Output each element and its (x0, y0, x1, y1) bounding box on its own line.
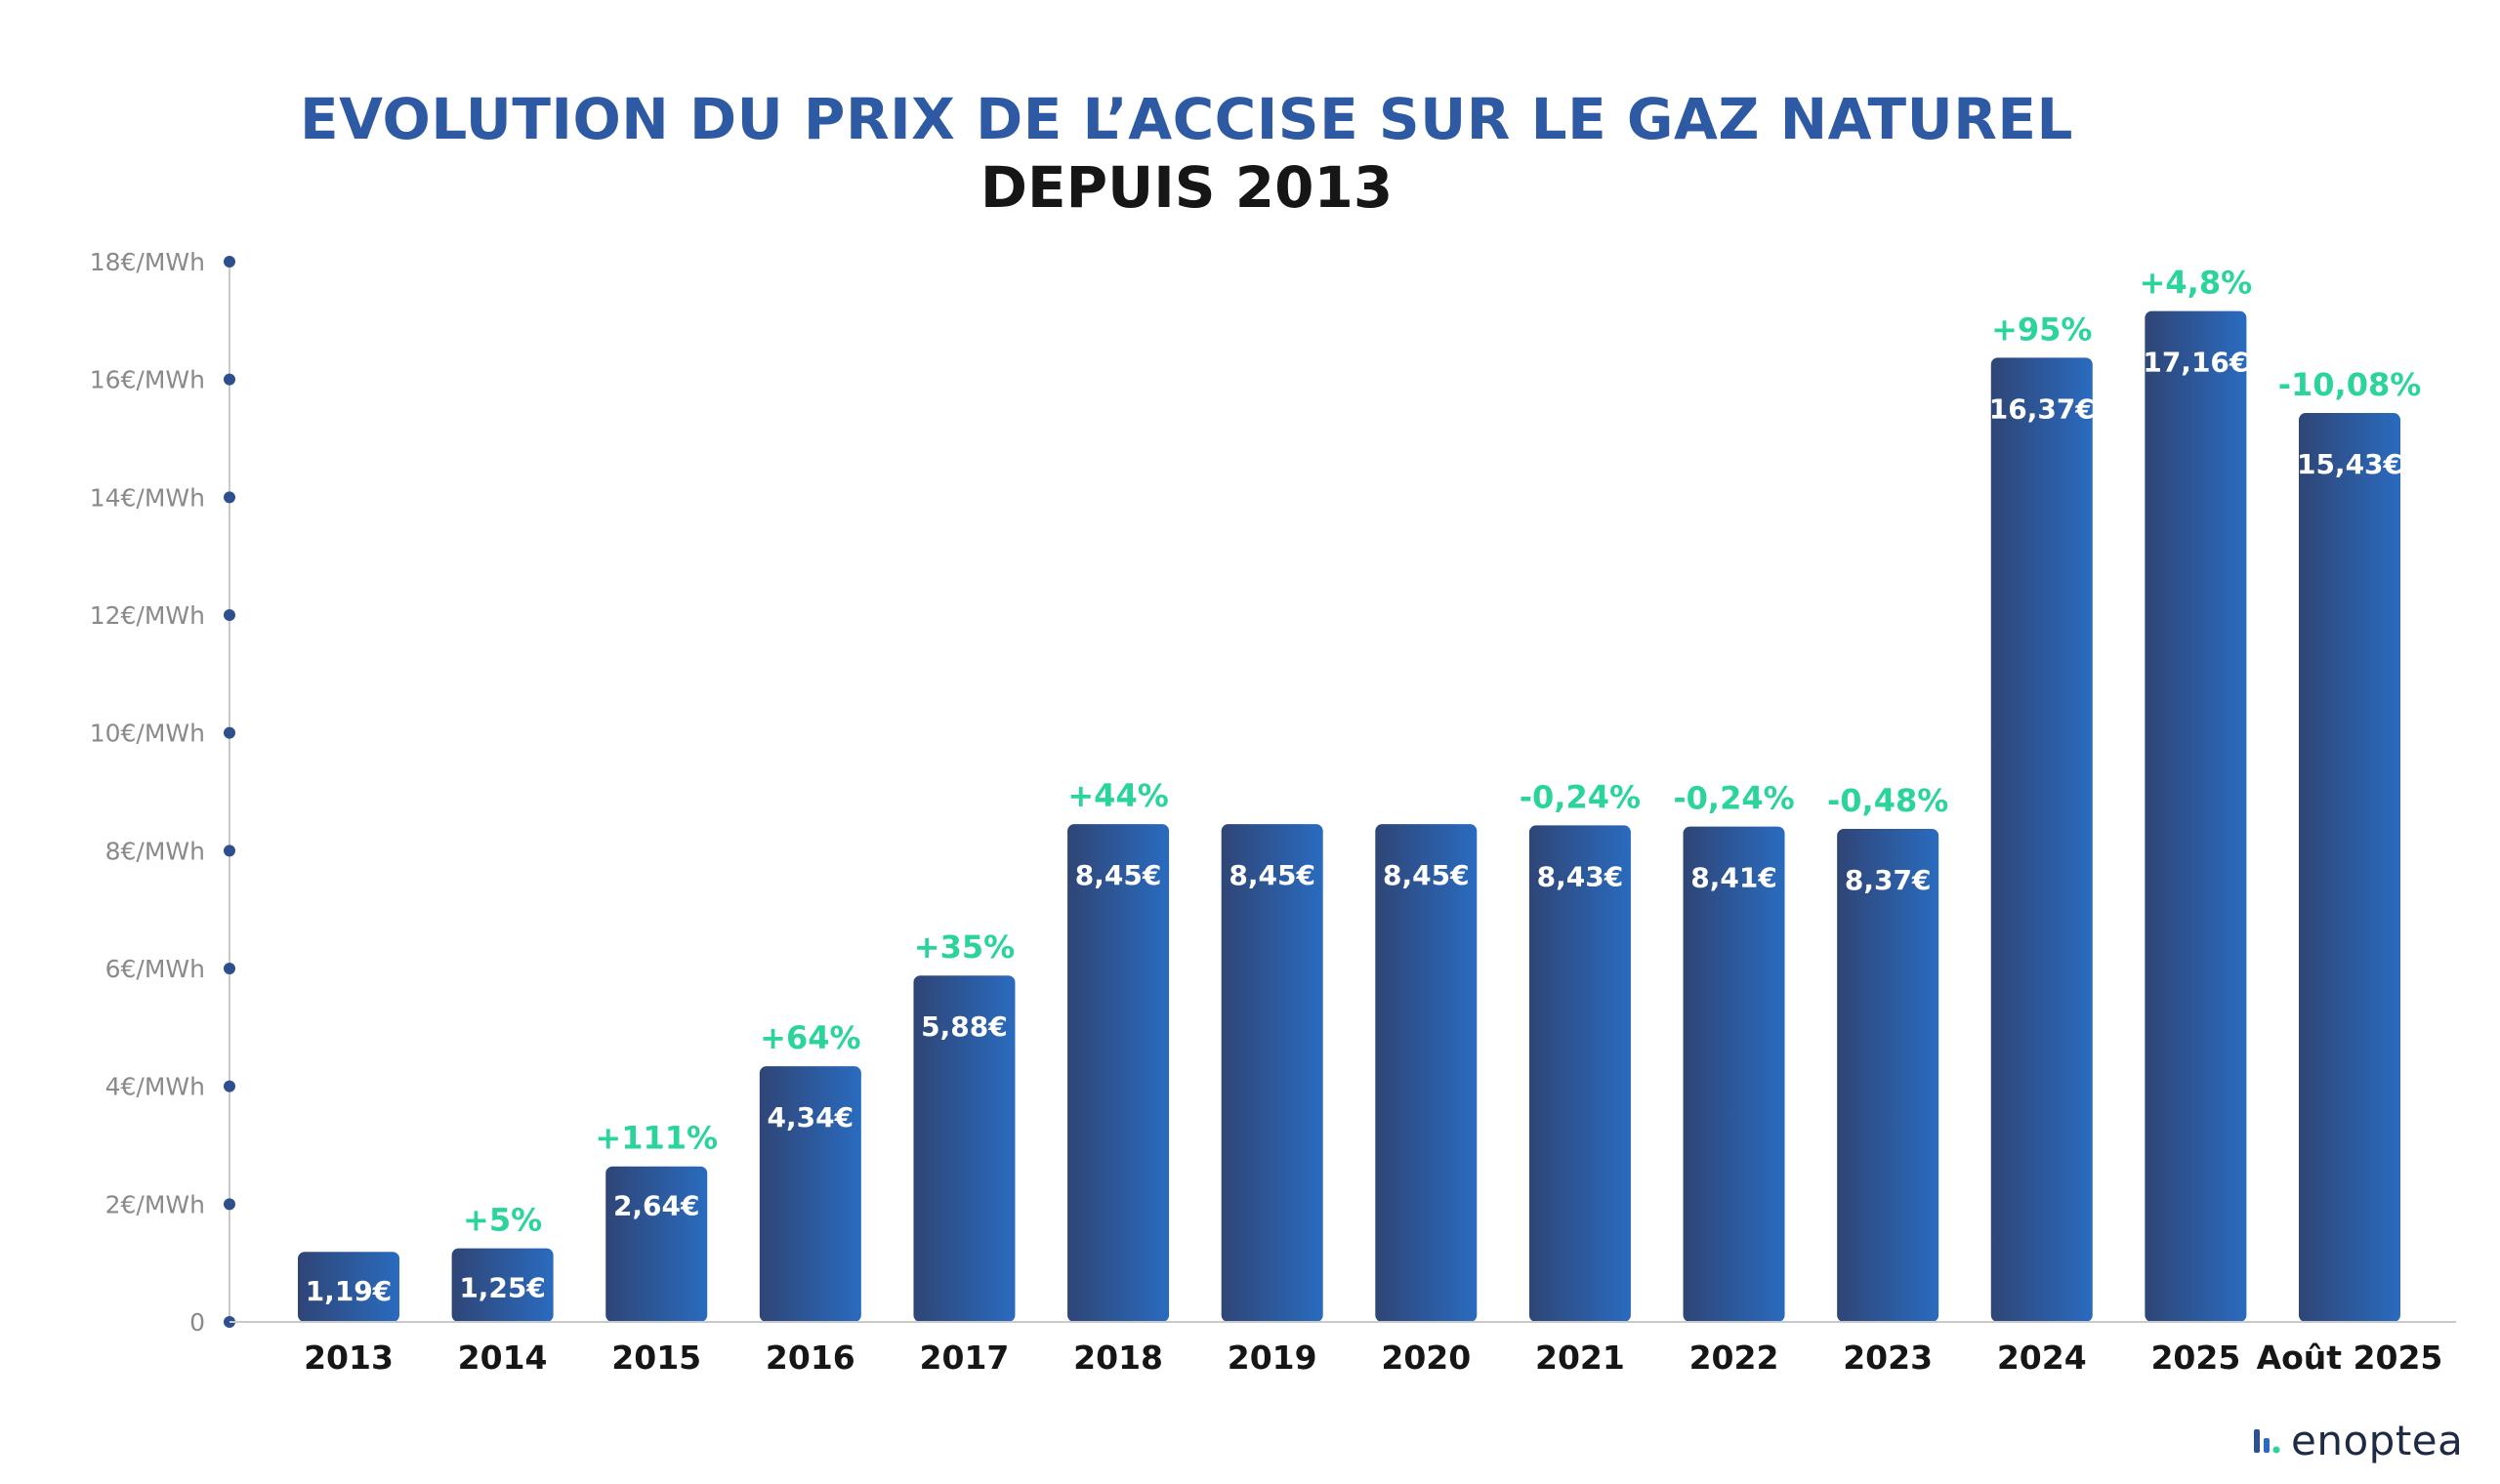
bar (451, 1248, 554, 1322)
bar-change-label: +64% (760, 1019, 860, 1056)
bar-value-label: 1,25€ (459, 1272, 546, 1304)
bar-value-label: 17,16€ (2143, 347, 2248, 379)
bar (1528, 825, 1631, 1322)
bar-value-label: 5,88€ (921, 1010, 1008, 1043)
bar-value-label: 16,37€ (1989, 392, 2095, 425)
logo-mark-icon (2252, 1426, 2281, 1456)
y-tick-label: 18€/MWh (90, 248, 205, 276)
bar-change-label: +111% (595, 1120, 718, 1157)
y-tick-dot (224, 1080, 235, 1092)
y-tick-label: 0 (189, 1308, 205, 1337)
bar-value-label: 8,45€ (1075, 859, 1162, 891)
brand-name: enoptea (2291, 1417, 2464, 1464)
x-axis: 2013 2014 2015 2016 2017 2018 2019 2020 2021 2022… (229, 1321, 2456, 1377)
bar-value-label: 1,19€ (306, 1275, 393, 1307)
y-tick-dot (224, 491, 235, 504)
bar (298, 1252, 399, 1322)
y-tick-label: 4€/MWh (105, 1073, 205, 1101)
x-tick-label: 2023 (1843, 1339, 1933, 1377)
y-tick-label: 14€/MWh (90, 483, 205, 512)
bar-value-label: 8,45€ (1383, 859, 1470, 891)
bar (1683, 826, 1785, 1322)
y-tick-label: 6€/MWh (105, 955, 205, 983)
bar-change-label: -0,24% (1673, 780, 1794, 817)
bar (759, 1066, 861, 1322)
bar-change-label: +35% (914, 928, 1015, 966)
x-tick-label: 2016 (766, 1339, 855, 1377)
bar (1375, 824, 1478, 1322)
bar-value-label: 8,43€ (1537, 860, 1624, 892)
bar-value-label: 8,45€ (1229, 859, 1315, 891)
bar-change-label: +44% (1067, 777, 1168, 814)
x-tick-label: 2017 (920, 1339, 1010, 1377)
bar-change-label: -0,24% (1520, 778, 1641, 815)
x-tick-label: 2013 (304, 1339, 394, 1377)
bar-value-label: 8,37€ (1845, 864, 1932, 896)
bar-value-label: 4,34€ (768, 1101, 854, 1134)
bar (605, 1166, 708, 1322)
bar (2299, 413, 2400, 1323)
x-tick-label: 2020 (1381, 1339, 1471, 1377)
x-tick-label: 2021 (1535, 1339, 1625, 1377)
y-tick-label: 2€/MWh (105, 1190, 205, 1218)
y-tick-label: 10€/MWh (90, 720, 205, 748)
bar-value-label: 15,43€ (2297, 448, 2402, 480)
x-tick-label: 2019 (1228, 1339, 1317, 1377)
bar-value-label: 2,64€ (613, 1190, 700, 1222)
y-tick-label: 12€/MWh (90, 601, 205, 630)
chart-title: EVOLUTION DU PRIX DE L’ACCISE SUR LE GAZ… (300, 86, 2073, 152)
y-tick-label: 8€/MWh (105, 837, 205, 865)
bar (2145, 310, 2247, 1323)
y-tick-dot (224, 256, 235, 268)
y-axis: 0 2€/MWh 4€/MWh 6€/MWh 8€/MWh 10€/MWh 12€/MWh 1… (90, 248, 235, 1337)
x-tick-label: 2018 (1073, 1339, 1163, 1377)
bar-change-label: +5% (463, 1202, 542, 1239)
x-tick-label: 2022 (1689, 1339, 1779, 1377)
bar (1067, 824, 1170, 1322)
y-tick-dot (224, 373, 235, 386)
y-tick-label: 16€/MWh (90, 366, 205, 394)
bar (1837, 829, 1939, 1322)
x-tick-label: 2024 (1997, 1339, 2087, 1377)
x-tick-label: 2025 (2150, 1339, 2240, 1377)
bar (1990, 357, 2093, 1322)
bar-change-label: +4,8% (2140, 265, 2253, 302)
bars-group: 1,19€ 1,25€ +5% 2,64€ +111% 4,34€ +64% 5,88€ +35… (298, 265, 2422, 1323)
bar (913, 975, 1016, 1322)
y-tick-dot (224, 609, 235, 621)
bar-change-label: -10,08% (2278, 366, 2422, 403)
bar-value-label: 8,41€ (1690, 862, 1777, 894)
y-tick-dot (224, 963, 235, 974)
bar-change-label: +95% (1991, 310, 2092, 348)
y-tick-dot (224, 845, 235, 857)
bar (1221, 824, 1323, 1322)
enoptea-logo: enoptea (2252, 1421, 2463, 1462)
chart-subtitle: DEPUIS 2013 (979, 154, 1394, 221)
y-tick-dot (224, 726, 235, 739)
x-tick-label: 2014 (458, 1339, 548, 1377)
x-tick-label: 2015 (611, 1339, 701, 1377)
y-tick-dot (224, 1198, 235, 1211)
x-tick-label: Août 2025 (2257, 1339, 2443, 1377)
bar-change-label: -0,48% (1827, 782, 1948, 819)
